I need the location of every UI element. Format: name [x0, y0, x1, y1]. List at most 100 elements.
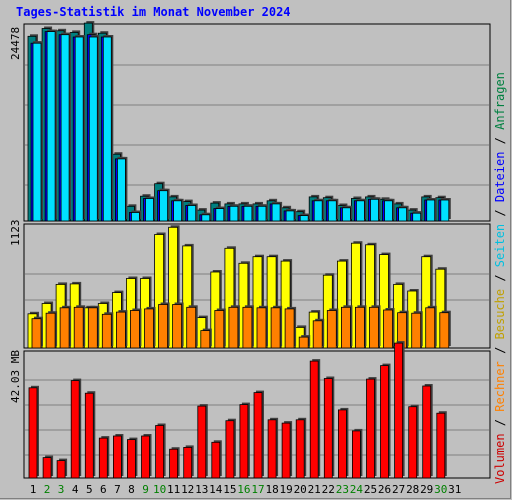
- x-tick-label-day-4: 4: [72, 483, 79, 496]
- bar-seiten-day-8: [130, 212, 140, 222]
- x-tick-label-day-23: 23: [336, 483, 349, 496]
- bar-seiten-day-6: [102, 36, 112, 222]
- bar-seiten-day-19: [285, 210, 295, 222]
- bar-volumen-day-13: [197, 405, 207, 479]
- bar-seiten-day-2: [46, 31, 56, 222]
- bar-volumen-day-15: [225, 420, 235, 479]
- bar-rechner-day-2: [45, 312, 56, 349]
- bar-seiten-day-9: [145, 198, 154, 222]
- bar-seiten-day-23: [341, 207, 351, 222]
- bar-volumen-day-23: [337, 409, 347, 479]
- bar-rechner-day-9: [144, 308, 154, 349]
- bar-volumen-day-3: [56, 460, 66, 479]
- bar-seiten-day-15: [229, 205, 239, 222]
- bar-rechner-day-19: [284, 308, 295, 349]
- top-panel-ymax-label: 24478: [9, 27, 22, 60]
- bar-volumen-day-9: [141, 435, 150, 479]
- bar-volumen-day-7: [113, 435, 122, 479]
- x-tick-label-day-12: 12: [181, 483, 194, 496]
- bar-rechner-day-5: [87, 307, 98, 349]
- bar-seiten-day-12: [187, 205, 197, 222]
- legend-rechner: Rechner: [493, 361, 507, 412]
- bar-volumen-day-27: [394, 342, 404, 479]
- bar-seiten-day-11: [173, 200, 183, 222]
- bar-volumen-day-11: [169, 448, 179, 479]
- bar-volumen-day-10: [155, 425, 165, 479]
- bar-rechner-day-3: [59, 307, 70, 349]
- x-tick-label-day-29: 29: [420, 483, 433, 496]
- bar-seiten-day-22: [327, 200, 337, 222]
- bar-seiten-day-4: [74, 36, 84, 222]
- x-tick-label-day-18: 18: [265, 483, 278, 496]
- bar-seiten-day-28: [412, 212, 422, 222]
- bar-rechner-day-23: [340, 306, 351, 349]
- bar-volumen-day-6: [98, 437, 108, 479]
- x-tick-label-day-2: 2: [44, 483, 51, 496]
- bar-volumen-day-28: [408, 406, 418, 479]
- bar-seiten-day-17: [257, 205, 267, 222]
- x-tick-label-day-7: 7: [114, 483, 121, 496]
- bar-volumen-day-2: [42, 457, 52, 479]
- bar-volumen-day-16: [239, 404, 249, 479]
- bar-seiten-day-16: [243, 205, 253, 222]
- bar-rechner-day-25: [369, 306, 379, 349]
- legend-right: Volumen / Rechner / Besuche / Seiten / D…: [493, 72, 507, 484]
- bar-seiten-day-29: [426, 199, 436, 222]
- bar-rechner-day-11: [172, 304, 183, 349]
- bar-volumen-day-18: [267, 419, 277, 479]
- bar-rechner-day-7: [116, 311, 126, 349]
- x-tick-label-day-22: 22: [322, 483, 335, 496]
- chart-title: Tages-Statistik im Monat November 2024: [16, 5, 291, 19]
- bar-volumen-day-1: [28, 387, 38, 479]
- bar-rechner-day-20: [298, 336, 309, 349]
- x-tick-label-day-15: 15: [223, 483, 236, 496]
- bar-volumen-day-30: [436, 412, 446, 479]
- x-tick-label-day-19: 19: [279, 483, 292, 496]
- bar-seiten-day-25: [370, 198, 379, 222]
- x-tick-label-day-9: 9: [142, 483, 149, 496]
- legend-volumen: Volumen: [493, 433, 507, 484]
- bar-seiten-day-30: [440, 199, 450, 222]
- bar-rechner-day-24: [354, 306, 365, 349]
- bar-volumen-day-8: [127, 439, 136, 479]
- x-tick-label-day-21: 21: [308, 483, 321, 496]
- bar-volumen-day-4: [70, 380, 80, 479]
- bar-volumen-day-20: [295, 419, 305, 479]
- bar-rechner-day-29: [425, 307, 436, 349]
- middle-panel-ymax-label: 1123: [9, 220, 22, 247]
- bar-rechner-day-16: [242, 306, 253, 349]
- bar-seiten-day-10: [159, 190, 169, 222]
- bar-volumen-day-14: [211, 441, 221, 479]
- bar-seiten-day-13: [201, 214, 211, 222]
- bar-rechner-day-6: [101, 313, 112, 349]
- bar-rechner-day-21: [312, 320, 323, 349]
- bar-seiten-day-27: [398, 207, 408, 222]
- legend-besuche: Besuche: [493, 289, 507, 340]
- bar-rechner-day-30: [439, 312, 450, 349]
- x-tick-label-day-31: 31: [448, 483, 461, 496]
- x-tick-label-day-1: 1: [30, 483, 37, 496]
- legend-seiten: Seiten: [493, 224, 507, 267]
- x-tick-label-day-30: 30: [434, 483, 447, 496]
- bar-rechner-day-8: [129, 310, 140, 349]
- bar-rechner-day-14: [214, 310, 225, 349]
- bar-rechner-day-10: [158, 304, 169, 349]
- bar-rechner-day-13: [200, 330, 211, 349]
- bar-volumen-day-25: [366, 378, 375, 479]
- bar-volumen-day-29: [422, 385, 432, 479]
- bar-volumen-day-21: [309, 360, 319, 479]
- bar-seiten-day-5: [88, 36, 98, 222]
- x-tick-label-day-13: 13: [195, 483, 208, 496]
- x-tick-label-day-14: 14: [209, 483, 223, 496]
- bar-seiten-day-7: [117, 158, 126, 222]
- bar-volumen-day-22: [323, 378, 333, 479]
- bar-rechner-day-22: [326, 310, 337, 349]
- x-tick-label-day-24: 24: [350, 483, 364, 496]
- bar-rechner-day-28: [411, 312, 422, 349]
- bar-volumen-day-17: [253, 392, 263, 479]
- bar-volumen-day-19: [281, 422, 291, 479]
- bar-volumen-day-24: [351, 430, 361, 479]
- bar-volumen-day-26: [380, 365, 389, 479]
- bar-seiten-day-1: [32, 42, 42, 222]
- x-tick-label-day-17: 17: [251, 483, 264, 496]
